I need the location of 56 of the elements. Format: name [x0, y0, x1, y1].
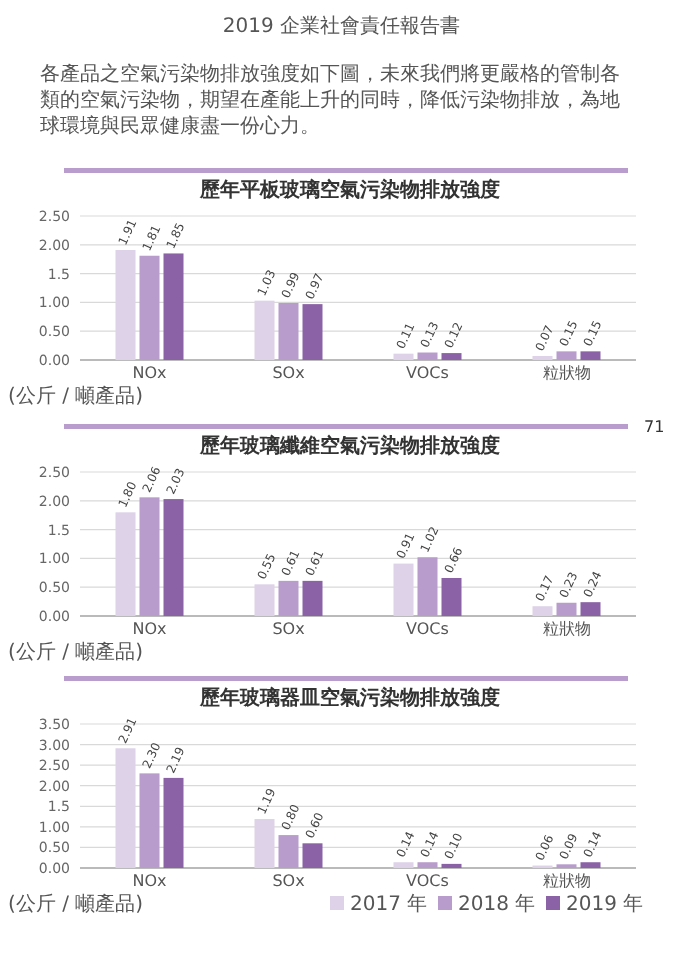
x-tick-label: NOx: [132, 872, 168, 890]
bar: [302, 304, 323, 360]
x-tick-label: VOCs: [406, 872, 449, 890]
x-tick-label: VOCs: [406, 620, 449, 638]
bar: [254, 584, 275, 616]
x-tick-label: SOx: [272, 620, 306, 638]
x-tick-label: SOx: [272, 872, 306, 890]
bar: [254, 300, 275, 360]
x-tick-label: 粒狀物: [542, 620, 591, 638]
bar: [163, 253, 184, 360]
bar: [441, 353, 462, 360]
bar: [441, 577, 462, 616]
chart-title: 歷年玻璃器皿空氣污染物排放強度: [198, 686, 500, 710]
legend-label: 2017 年: [350, 892, 428, 916]
chart-title: 歷年玻璃纖維空氣污染物排放強度: [198, 434, 500, 458]
bar: [115, 748, 136, 868]
bar: [393, 862, 414, 868]
bar: [417, 557, 438, 616]
x-tick-label: NOx: [132, 620, 168, 638]
bar: [532, 606, 553, 616]
bar: [278, 580, 299, 616]
x-tick-label: NOx: [132, 364, 168, 382]
bar: [278, 835, 299, 868]
y-axis-title: (公斤 / 噸產品): [8, 892, 144, 916]
bar: [580, 351, 601, 360]
bar: [580, 602, 601, 616]
bar: [580, 862, 601, 868]
legend-label: 2019 年: [566, 892, 644, 916]
bar: [302, 580, 323, 616]
bar: [115, 512, 136, 616]
bar: [417, 862, 438, 868]
bar: [163, 777, 184, 868]
bar: [115, 249, 136, 360]
bar: [139, 255, 160, 360]
bar: [139, 773, 160, 868]
bar: [556, 351, 577, 360]
legend-label: 2018 年: [458, 892, 536, 916]
bar: [163, 499, 184, 616]
text: 71: [644, 418, 665, 436]
x-tick-label: 粒狀物: [542, 364, 591, 382]
bar: [254, 819, 275, 868]
bar: [393, 353, 414, 360]
y-axis-title: (公斤 / 噸產品): [8, 640, 144, 664]
bar: [417, 352, 438, 360]
chart-title: 歷年平板玻璃空氣污染物排放強度: [198, 178, 500, 202]
text: 2019 企業社會責任報告書: [222, 14, 460, 38]
x-tick-label: 粒狀物: [542, 872, 591, 890]
bar: [139, 497, 160, 616]
x-tick-label: SOx: [272, 364, 306, 382]
bar: [278, 302, 299, 360]
bar: [556, 602, 577, 616]
bar: [393, 563, 414, 616]
text: 各產品之空氣污染物排放強度如下圖，未來我們將更嚴格的管制各類的空氣污染物，期望在產能上升的同時，降低污染物排放，為地球環境與民眾健康盡一份心力。: [40, 62, 620, 138]
x-tick-label: VOCs: [406, 364, 449, 382]
y-axis-title: (公斤 / 噸產品): [8, 384, 144, 408]
bar: [302, 843, 323, 868]
